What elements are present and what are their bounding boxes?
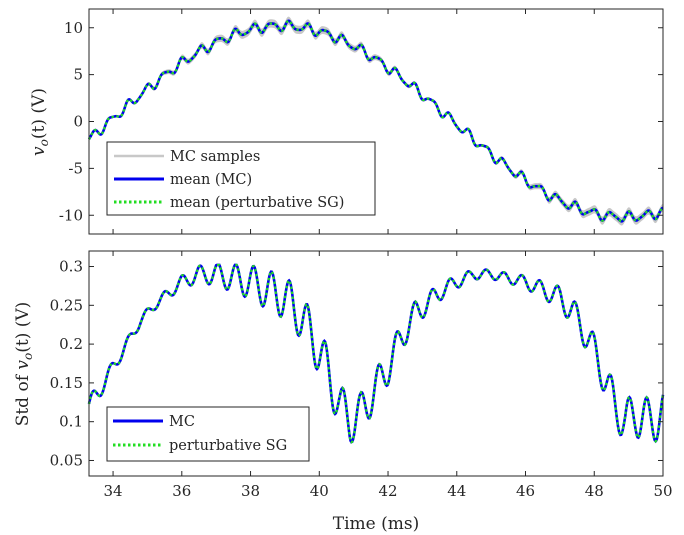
bottom-xtick-label: 44 [447, 482, 466, 500]
bottom-ytick-label: 0.15 [50, 374, 83, 392]
bottom-panel: 34 36 38 40 42 44 46 48 50 0.05 0.1 0.15 0.2 0.25 0.3… [13, 250, 673, 534]
bottom-ytick-label: 0.2 [59, 335, 83, 353]
top-ytick-label: 5 [73, 66, 83, 84]
bottom-x-ticks: 34 36 38 40 42 44 46 48 50 [104, 251, 673, 500]
top-ytick-label: -10 [59, 206, 83, 224]
bottom-y-ticks: 0.05 0.1 0.15 0.2 0.25 0.3 [50, 258, 663, 469]
bottom-legend: MC perturbative SG [106, 406, 310, 462]
top-ytick-label: -5 [68, 159, 83, 177]
series-mean-sg [88, 19, 664, 223]
bottom-ytick-label: 0.25 [50, 296, 83, 314]
top-ytick-label: 0 [73, 113, 83, 131]
bottom-xtick-label: 36 [172, 482, 191, 500]
top-x-ticks [112, 9, 664, 234]
bottom-axes-box [88, 250, 664, 477]
legend-label-mc-samples: MC samples [170, 149, 260, 165]
bottom-xtick-label: 46 [516, 482, 535, 500]
legend-label-sg: perturbative SG [169, 438, 287, 454]
legend-label-mean-sg: mean (perturbative SG) [170, 195, 344, 211]
top-series-group [87, 19, 664, 223]
top-y-ticks: -10 -5 0 5 10 [59, 19, 663, 224]
bottom-xtick-label: 40 [310, 482, 329, 500]
legend-label-mc: MC [169, 414, 195, 430]
bottom-ytick-label: 0.3 [59, 258, 83, 276]
top-ytick-label: 10 [64, 19, 83, 37]
top-panel: -10 -5 0 5 10 vo(t) (V) MC samples mean (MC)… [29, 8, 664, 235]
bottom-series-group [87, 263, 665, 444]
top-y-axis-label: vo(t) (V) [29, 88, 51, 156]
bottom-ytick-label: 0.05 [50, 451, 83, 469]
top-legend: MC samples mean (MC) mean (perturbative … [106, 141, 376, 216]
bottom-legend-box [106, 406, 310, 462]
bottom-xtick-label: 38 [241, 482, 260, 500]
bottom-xtick-label: 48 [585, 482, 604, 500]
x-axis-label: Time (ms) [333, 514, 419, 534]
series-std-sg [87, 263, 665, 444]
bottom-y-axis-label: Std of vo(t) (V) [13, 302, 35, 427]
legend-label-mean-mc: mean (MC) [170, 172, 252, 188]
bottom-xtick-label: 50 [653, 482, 672, 500]
bottom-xtick-label: 34 [104, 482, 123, 500]
bottom-xtick-label: 42 [378, 482, 397, 500]
bottom-ytick-label: 0.1 [59, 413, 83, 431]
